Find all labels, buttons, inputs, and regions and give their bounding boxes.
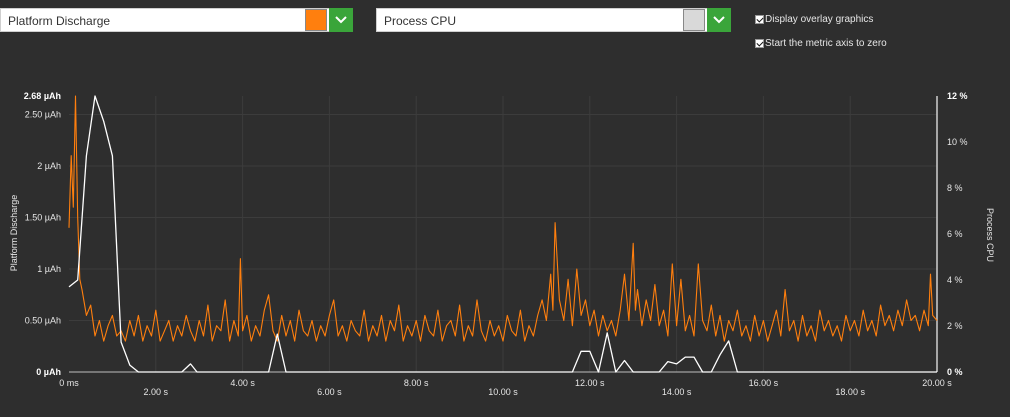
left-axis-title: Platform Discharge bbox=[9, 195, 19, 272]
chart-grid bbox=[69, 96, 938, 373]
overlay-graphics-option[interactable]: Display overlay graphics bbox=[755, 14, 873, 25]
overlay-graphics-label: Display overlay graphics bbox=[765, 14, 874, 25]
x-tick-label: 0 ms bbox=[59, 378, 79, 388]
metric-color-swatch[interactable] bbox=[305, 9, 327, 31]
overlay-color-swatch[interactable] bbox=[683, 9, 705, 31]
overlay-graphics-checkbox[interactable] bbox=[755, 15, 764, 24]
left-tick-label: 1.50 µAh bbox=[25, 213, 61, 223]
left-tick-label: 1 µAh bbox=[37, 264, 61, 274]
axis-zero-option[interactable]: Start the metric axis to zero bbox=[755, 38, 887, 49]
right-tick-label: 0 % bbox=[947, 367, 963, 377]
x-tick-label: 4.00 s bbox=[230, 378, 255, 388]
right-tick-label: 2 % bbox=[947, 321, 963, 331]
x-tick-label: 10.00 s bbox=[488, 387, 518, 397]
chart-series bbox=[68, 95, 938, 373]
x-tick-label: 20.00 s bbox=[922, 378, 952, 388]
chevron-down-icon bbox=[713, 16, 725, 24]
axis-zero-checkbox[interactable] bbox=[755, 39, 764, 48]
x-tick-label: 6.00 s bbox=[317, 387, 342, 397]
x-tick-label: 12.00 s bbox=[575, 378, 605, 388]
right-axis-title: Process CPU bbox=[985, 208, 995, 262]
right-tick-label: 6 % bbox=[947, 229, 963, 239]
overlay-select-value: Process CPU bbox=[384, 14, 457, 28]
axis-zero-label: Start the metric axis to zero bbox=[765, 38, 887, 49]
left-tick-label: 2.68 µAh bbox=[24, 91, 61, 101]
x-tick-label: 14.00 s bbox=[662, 387, 692, 397]
right-tick-label: 12 % bbox=[947, 91, 968, 101]
overlay-dropdown-button[interactable] bbox=[707, 8, 731, 32]
process-cpu-line bbox=[68, 95, 937, 373]
right-tick-label: 10 % bbox=[947, 137, 968, 147]
x-tick-label: 16.00 s bbox=[749, 378, 779, 388]
metric-select-value: Platform Discharge bbox=[8, 14, 111, 28]
platform-discharge-line bbox=[68, 95, 938, 342]
left-tick-label: 0 µAh bbox=[36, 367, 61, 377]
x-tick-label: 18.00 s bbox=[835, 387, 865, 397]
metric-dropdown-button[interactable] bbox=[329, 8, 353, 32]
overlay-select[interactable]: Process CPU bbox=[376, 8, 731, 32]
metric-select[interactable]: Platform Discharge bbox=[0, 8, 353, 32]
x-tick-label: 2.00 s bbox=[144, 387, 169, 397]
right-tick-label: 8 % bbox=[947, 183, 963, 193]
left-tick-label: 2 µAh bbox=[37, 161, 61, 171]
chevron-down-icon bbox=[335, 16, 347, 24]
left-tick-label: 2.50 µAh bbox=[25, 110, 61, 120]
x-tick-label: 8.00 s bbox=[404, 378, 429, 388]
right-tick-label: 4 % bbox=[947, 275, 963, 285]
left-tick-label: 0.50 µAh bbox=[25, 316, 61, 326]
chart-ticks: 0 ms 2.00 s 4.00 s 6.00 s 8.00 s 10.00 s 12.00… bbox=[24, 91, 968, 397]
